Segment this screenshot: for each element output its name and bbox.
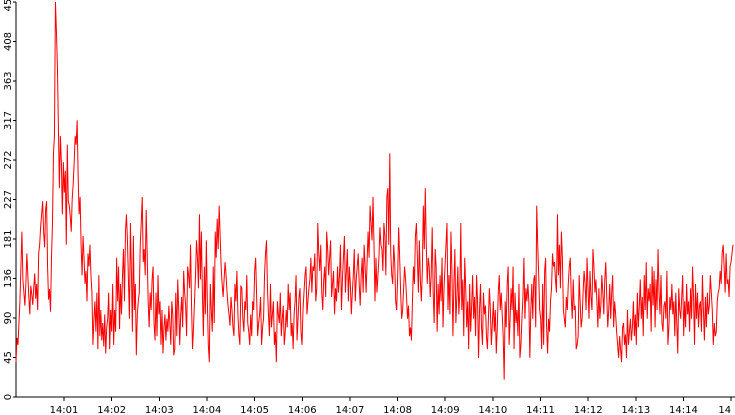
x-tick-label: 14:13 — [621, 405, 650, 415]
y-tick-label: 272 — [3, 150, 14, 169]
x-tick-label: 14:12 — [574, 405, 603, 415]
y-tick-label: 90 — [3, 312, 14, 325]
plot-area — [15, 1, 734, 380]
x-tick-label: 14:10 — [478, 405, 507, 415]
x-tick-label: 14:06 — [288, 405, 317, 415]
y-axis: 0 45 90 136 181 227 272 317 363 408 454 — [3, 0, 17, 400]
y-tick-label: 181 — [3, 229, 14, 248]
x-tick-label: 14:07 — [335, 405, 364, 415]
y-tick-label: 227 — [3, 190, 14, 209]
series-line-0 — [15, 1, 734, 380]
x-tick-label: 14:14 — [669, 405, 698, 415]
x-tick-label: 14:05 — [240, 405, 269, 415]
y-tick-label: 454 — [3, 0, 14, 12]
y-tick-label: 363 — [3, 71, 14, 90]
x-tick-label: 14:11 — [526, 405, 555, 415]
y-tick-label: 317 — [3, 111, 14, 130]
y-tick-label: 408 — [3, 32, 14, 51]
x-tick-label: 14:08 — [383, 405, 412, 415]
y-tick-label: 45 — [3, 351, 14, 364]
x-tick-label: 14:01 — [50, 405, 79, 415]
x-tick-label: 14:02 — [97, 405, 126, 415]
x-tick-label: 14:03 — [145, 405, 174, 415]
x-axis: 14:01 14:02 14:03 14:04 14:05 14:06 14:07 14:08… — [16, 396, 735, 415]
x-tick-label: 14:04 — [193, 405, 222, 415]
x-tick-label: 14 — [718, 405, 731, 415]
y-tick-label: 136 — [3, 269, 14, 288]
y-tick-label: 0 — [3, 394, 14, 400]
x-tick-label: 14:09 — [431, 405, 460, 415]
